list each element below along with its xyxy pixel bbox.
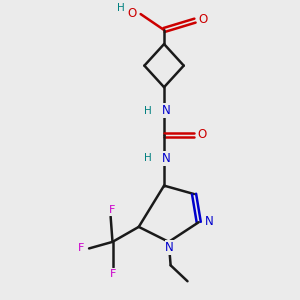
Text: N: N	[205, 215, 213, 228]
Text: O: O	[199, 13, 208, 26]
Text: H: H	[117, 3, 125, 14]
Text: F: F	[110, 269, 117, 279]
Text: H: H	[144, 106, 152, 116]
Text: F: F	[77, 243, 84, 254]
Text: H: H	[144, 153, 152, 164]
Text: N: N	[162, 104, 170, 117]
Text: O: O	[198, 128, 207, 142]
Text: F: F	[108, 205, 115, 215]
Text: N: N	[165, 241, 174, 254]
Text: N: N	[162, 152, 170, 165]
Text: O: O	[128, 7, 137, 20]
